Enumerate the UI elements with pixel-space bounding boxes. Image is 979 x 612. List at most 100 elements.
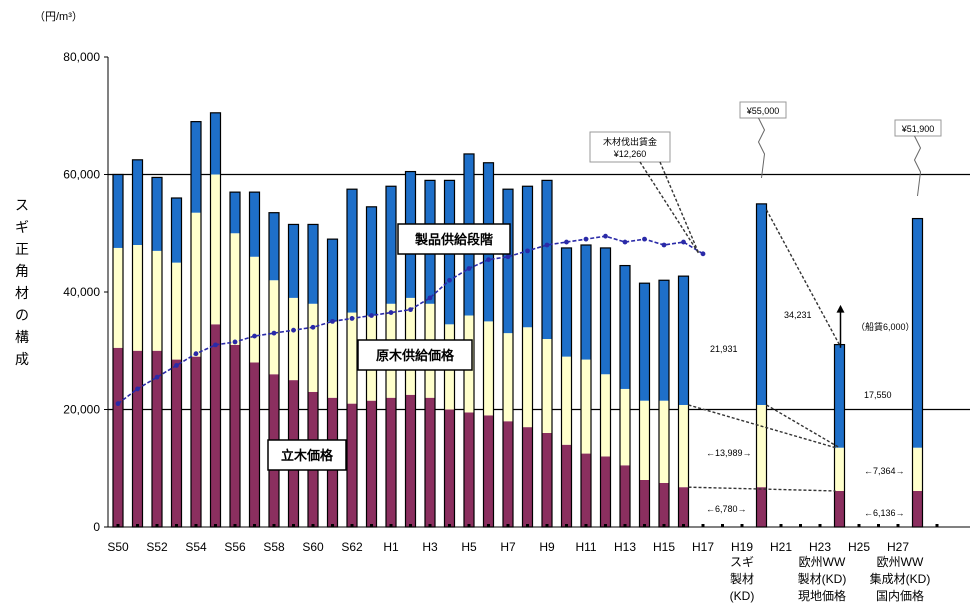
bar-log (620, 388, 630, 466)
wage-point (525, 248, 530, 254)
bar-S59 (287, 223, 300, 528)
x-tick-label: H15 (653, 540, 675, 554)
bar-S54 (190, 121, 202, 528)
wage-point (700, 251, 706, 257)
x-tick-label: S56 (224, 540, 246, 554)
bar-product (113, 174, 123, 248)
bar-special-H19 (755, 203, 768, 528)
wage-point (174, 363, 179, 368)
empty-slot-mark (740, 524, 744, 527)
wage-point (622, 239, 628, 245)
bar-log (639, 400, 650, 480)
slot-mark (643, 524, 646, 527)
label-log: 原木供給価格 (357, 339, 473, 371)
x-tick-label: S62 (341, 540, 363, 554)
wage-point (154, 374, 160, 380)
bar-product (912, 218, 923, 448)
bar-stumpage (522, 427, 533, 527)
slot-mark (506, 524, 510, 527)
y-tick-label: 0 (93, 520, 100, 534)
wage-point (291, 327, 296, 333)
bar-stumpage (542, 433, 552, 527)
bar-log (600, 374, 611, 457)
wage-point (232, 339, 238, 345)
bar-product (678, 276, 689, 405)
bar-product (366, 206, 377, 316)
x-sub-label: 製材(KD) (798, 572, 847, 586)
wage-point (213, 342, 218, 348)
bar-product (210, 112, 221, 175)
x-tick-label: H1 (383, 540, 399, 554)
bar-product (132, 159, 143, 245)
slot-mark (487, 524, 490, 527)
bar-product (639, 283, 650, 401)
wage-point (642, 236, 647, 242)
bar-log (561, 356, 572, 445)
x-sub-label: (KD) (730, 589, 755, 603)
x-tick-label: S54 (185, 540, 207, 554)
bar-product (347, 189, 357, 313)
bar-log (249, 256, 260, 363)
bar-stumpage (581, 453, 591, 527)
wage-point (505, 254, 511, 260)
freight-arrow-head (836, 304, 845, 313)
wage-point (252, 333, 257, 339)
bar-H14 (638, 282, 651, 528)
wage-point (603, 233, 608, 239)
bar-stumpage (347, 403, 357, 527)
x-tick-label: H11 (575, 540, 596, 554)
y-axis-tick-labels: 0 20,000 40,000 60,000 80,000 (63, 50, 100, 534)
x-tick-label: H21 (770, 540, 792, 554)
freight-note: （船賃6,000） (856, 321, 915, 332)
slot-mark (370, 524, 373, 527)
y-label-char: ギ (15, 219, 29, 235)
empty-slot-mark (896, 524, 900, 527)
wage-point (486, 257, 491, 263)
x-tick-label: S50 (107, 540, 129, 554)
slot-mark (526, 524, 529, 527)
bar-log (171, 262, 182, 360)
slot-mark (272, 524, 276, 527)
empty-slot-mark (818, 524, 822, 527)
annotation-lines (639, 117, 922, 492)
slot-mark (662, 524, 666, 527)
bar-log (522, 327, 533, 428)
bar-stumpage (444, 409, 455, 527)
y-label-char: の (15, 307, 29, 323)
wage-point (661, 242, 667, 248)
wage-point (408, 307, 413, 313)
x-sub-label: 製材 (730, 572, 754, 586)
wage-point (447, 277, 452, 283)
bar-log (152, 250, 162, 351)
y-tick-label: 80,000 (63, 50, 100, 64)
h27-top-annotation: ¥51,900 (894, 119, 942, 137)
bar-product (269, 212, 279, 281)
y-label-char: 成 (15, 351, 29, 367)
slot-mark (565, 524, 568, 527)
dash-h19-log-to-h23 (766, 404, 840, 449)
slot-mark (136, 524, 139, 527)
bar-log (581, 359, 591, 454)
bar-special-H27 (911, 217, 924, 528)
empty-slot-mark (721, 524, 724, 527)
bar-S61 (326, 238, 339, 528)
wage-annotation-title: 木材伐出賃金 (603, 136, 657, 147)
dash-wage-pointer-b (659, 161, 700, 255)
bar-product (522, 186, 533, 328)
bar-stumpage (600, 456, 611, 527)
bar-stumpage (152, 350, 162, 527)
break-mark-0 (757, 117, 766, 179)
wage-point (544, 242, 550, 248)
bar-stumpage (678, 487, 689, 527)
x-tick-label: H25 (848, 540, 870, 554)
slot-mark (409, 524, 412, 527)
dash-h19-to-h23 (765, 209, 841, 346)
bar-H6 (482, 162, 495, 528)
slot-mark (155, 524, 159, 527)
wage-point (427, 295, 433, 301)
x-tick-label: H9 (539, 540, 555, 554)
bar-S57 (248, 191, 261, 528)
bar-stumpage (210, 324, 221, 527)
bar-log (834, 447, 845, 491)
